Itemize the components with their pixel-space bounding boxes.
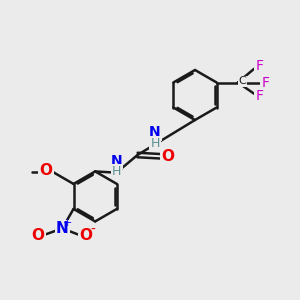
Text: -: - — [91, 223, 95, 237]
Text: F: F — [261, 76, 269, 89]
Text: N: N — [149, 125, 161, 140]
Text: F: F — [255, 59, 263, 73]
Text: O: O — [31, 228, 44, 243]
Text: N: N — [56, 221, 69, 236]
Text: O: O — [79, 228, 92, 243]
Text: +: + — [63, 218, 73, 228]
Text: H: H — [112, 165, 121, 178]
Text: C: C — [238, 76, 246, 86]
Text: H: H — [150, 137, 160, 150]
Text: O: O — [40, 163, 52, 178]
Text: O: O — [161, 149, 174, 164]
Text: F: F — [255, 89, 263, 103]
Text: N: N — [111, 154, 122, 168]
